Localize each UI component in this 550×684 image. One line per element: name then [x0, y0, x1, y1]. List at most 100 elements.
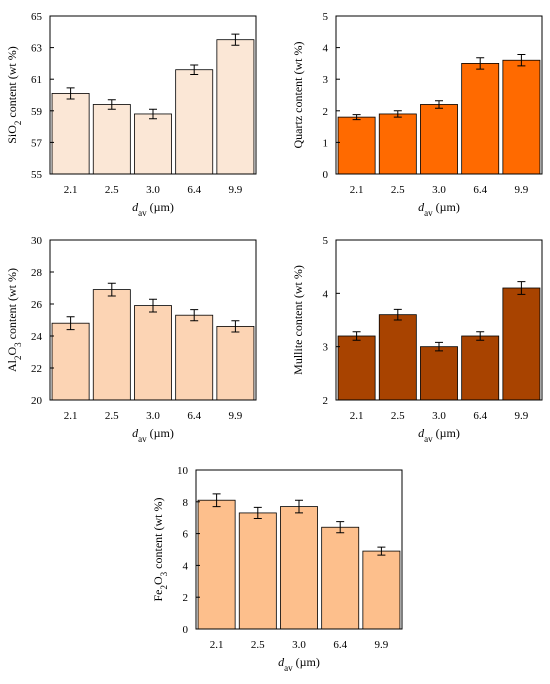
- mullite-y-tick-1: 3: [323, 342, 329, 354]
- al2o3-error-bar-3: [190, 309, 199, 322]
- al2o3-x-axis-label: dav (µm): [132, 426, 174, 444]
- fe2o3-x-axis-label: dav (µm): [278, 655, 320, 673]
- quartz-x-tick-4: 9.9: [515, 184, 529, 196]
- quartz-x-tick-1: 2.5: [391, 184, 405, 196]
- sio2-y-tick-1: 57: [31, 137, 43, 149]
- fe2o3-x-tick-2: 3.0: [292, 639, 306, 651]
- mullite-bar-3: [461, 335, 500, 401]
- al2o3-y-axis-label: Al2O3 content (wt %): [5, 268, 23, 372]
- mullite-error-bar-1: [393, 308, 402, 321]
- fe2o3-error-bar-2: [295, 499, 303, 514]
- al2o3-y-tick-0: 20: [31, 395, 43, 407]
- quartz-plot-frame: [335, 15, 543, 175]
- chart-al2o3: 2.1 2.5 3.0 6.4 9.9 20 22 24 26 28 30 Al2O3 content…: [5, 235, 257, 444]
- fe2o3-x-tick-3: 6.4: [333, 639, 347, 651]
- sio2-y-tick-2: 59: [31, 106, 43, 118]
- chart-quartz: 2.1 2.5 3.0 6.4 9.9 0 1 2 3 4 5 Quartz content (wt …: [291, 11, 543, 218]
- fe2o3-x-tick-1: 2.5: [251, 639, 265, 651]
- quartz-bar-0: [337, 116, 376, 175]
- mullite-error-bar-2: [435, 341, 443, 352]
- fe2o3-error-bar-1: [253, 506, 262, 519]
- sio2-x-tick-2: 3.0: [146, 184, 160, 196]
- sio2-error-bar-4: [231, 33, 240, 46]
- al2o3-error-bar-1: [107, 282, 116, 297]
- fe2o3-bar-2: [280, 506, 318, 630]
- sio2-x-axis-label: dav (µm): [132, 200, 174, 218]
- quartz-bar-3: [461, 63, 500, 175]
- sio2-x-tick-4: 9.9: [229, 184, 243, 196]
- mullite-bar-4: [502, 287, 541, 401]
- mullite-x-tick-2: 3.0: [432, 410, 446, 422]
- fe2o3-bar-4: [362, 550, 401, 630]
- sio2-x-tick-3: 6.4: [187, 184, 201, 196]
- mullite-error-bar-3: [476, 331, 485, 341]
- fe2o3-y-tick-4: 8: [183, 497, 189, 509]
- al2o3-plot-frame: [49, 239, 257, 401]
- al2o3-x-tick-3: 6.4: [187, 410, 201, 422]
- sio2-error-bar-1: [107, 99, 116, 110]
- al2o3-x-tick-4: 9.9: [229, 410, 243, 422]
- fe2o3-x-tick-4: 9.9: [375, 639, 389, 651]
- mullite-x-axis-label: dav (µm): [418, 426, 460, 444]
- quartz-bar-2: [420, 104, 458, 175]
- sio2-bar-2: [134, 113, 172, 175]
- fe2o3-plot-frame: [195, 469, 403, 630]
- al2o3-bar-2: [134, 305, 172, 401]
- al2o3-error-bar-4: [231, 320, 240, 333]
- quartz-y-axis-label: Quartz content (wt %): [291, 42, 305, 149]
- mullite-x-tick-4: 9.9: [515, 410, 529, 422]
- sio2-error-bar-0: [66, 87, 75, 100]
- mullite-bar-0: [337, 335, 376, 401]
- sio2-x-tick-1: 2.5: [105, 184, 119, 196]
- fe2o3-y-tick-0: 0: [183, 624, 189, 636]
- quartz-x-tick-2: 3.0: [432, 184, 446, 196]
- al2o3-bar-4: [216, 325, 255, 401]
- al2o3-error-bar-0: [66, 316, 75, 331]
- sio2-bar-4: [216, 39, 255, 175]
- mullite-x-tick-1: 2.5: [391, 410, 405, 422]
- quartz-x-axis-label: dav (µm): [418, 200, 460, 218]
- quartz-bar-1: [378, 113, 417, 175]
- quartz-x-tick-0: 2.1: [350, 184, 364, 196]
- fe2o3-y-tick-1: 2: [183, 592, 189, 604]
- fe2o3-bar-0: [197, 499, 236, 630]
- mullite-y-axis-label: Mullite content (wt %): [291, 265, 305, 375]
- al2o3-bar-1: [92, 289, 131, 401]
- fe2o3-y-axis-label: Fe2O3 content (wt %): [151, 498, 169, 602]
- sio2-error-bar-3: [190, 64, 199, 75]
- al2o3-x-tick-2: 3.0: [146, 410, 160, 422]
- quartz-error-bar-3: [476, 57, 485, 70]
- mullite-bar-2: [420, 346, 458, 401]
- fe2o3-y-tick-5: 10: [177, 465, 189, 477]
- fe2o3-bar-3: [321, 526, 360, 630]
- al2o3-y-tick-4: 28: [31, 267, 43, 279]
- al2o3-y-tick-5: 30: [31, 235, 43, 247]
- sio2-y-axis-label: SiO2 content (wt %): [5, 46, 23, 144]
- quartz-y-tick-0: 0: [323, 169, 329, 181]
- mullite-error-bar-4: [517, 281, 526, 295]
- quartz-x-tick-3: 6.4: [473, 184, 487, 196]
- sio2-bar-1: [92, 104, 131, 175]
- fe2o3-y-tick-3: 6: [183, 529, 189, 541]
- sio2-bar-3: [175, 69, 214, 175]
- quartz-error-bar-1: [393, 110, 402, 118]
- chart-sio2: 2.1 2.5 3.0 6.4 9.9 55 57 59 61 63 65 SiO2 content …: [5, 11, 257, 218]
- al2o3-y-tick-1: 22: [31, 363, 42, 375]
- sio2-bar-0: [51, 93, 90, 175]
- quartz-error-bar-4: [517, 54, 526, 67]
- quartz-y-tick-3: 3: [323, 74, 329, 86]
- fe2o3-error-bar-4: [377, 546, 386, 556]
- al2o3-bar-0: [51, 322, 90, 401]
- fe2o3-error-bar-3: [336, 521, 345, 534]
- sio2-y-tick-0: 55: [31, 169, 43, 181]
- al2o3-y-tick-2: 24: [31, 331, 43, 343]
- sio2-error-bar-2: [149, 108, 157, 120]
- quartz-y-tick-5: 5: [323, 11, 329, 23]
- chart-fe2o3: 2.1 2.5 3.0 6.4 9.9 0 2 4 6 8 10 Fe2O3 content (wt …: [151, 465, 403, 673]
- al2o3-error-bar-2: [149, 298, 157, 313]
- mullite-x-tick-0: 2.1: [350, 410, 364, 422]
- quartz-error-bar-2: [435, 100, 443, 109]
- sio2-y-tick-5: 65: [31, 11, 43, 23]
- sio2-x-tick-0: 2.1: [64, 184, 78, 196]
